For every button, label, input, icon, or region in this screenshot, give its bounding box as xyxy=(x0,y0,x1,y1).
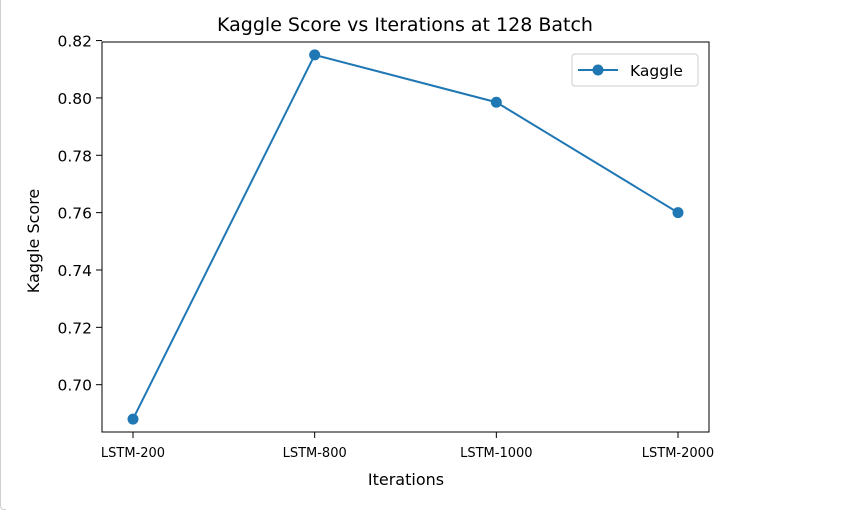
data-point xyxy=(127,413,139,425)
legend: Kaggle xyxy=(571,53,699,87)
series-layer xyxy=(127,49,684,425)
x-axis-label: Iterations xyxy=(368,470,444,489)
y-tick-label: 0.72 xyxy=(57,319,92,337)
axes: 0.70 0.72 0.74 0.76 0.78 0.80 0.82 LSTM-200 LSTM… xyxy=(57,33,714,461)
y-tick-label: 0.82 xyxy=(57,33,92,51)
legend-marker xyxy=(592,64,604,76)
x-tick-label: LSTM-200 xyxy=(101,446,165,461)
legend-box xyxy=(571,53,699,87)
data-point xyxy=(309,49,321,61)
y-tick-label: 0.76 xyxy=(57,205,92,223)
x-tick-label: LSTM-2000 xyxy=(642,446,714,461)
x-tick-label: LSTM-1000 xyxy=(460,446,532,461)
chart-title: Kaggle Score vs Iterations at 128 Batch xyxy=(217,14,593,36)
y-tick-label: 0.74 xyxy=(57,262,92,280)
data-point xyxy=(490,96,502,108)
plot-frame xyxy=(101,41,710,433)
y-axis-label: Kaggle Score xyxy=(24,189,43,294)
data-point xyxy=(672,207,684,219)
x-tick-label: LSTM-800 xyxy=(283,446,347,461)
y-tick-label: 0.70 xyxy=(57,377,92,395)
y-tick-label: 0.80 xyxy=(57,90,92,108)
y-tick-label: 0.78 xyxy=(57,147,92,165)
cell-border xyxy=(0,0,6,510)
series-line xyxy=(132,53,679,420)
legend-label: Kaggle xyxy=(630,62,683,80)
